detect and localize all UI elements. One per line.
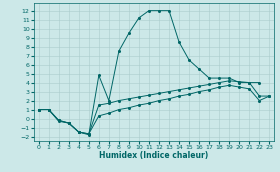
X-axis label: Humidex (Indice chaleur): Humidex (Indice chaleur) xyxy=(99,151,209,160)
